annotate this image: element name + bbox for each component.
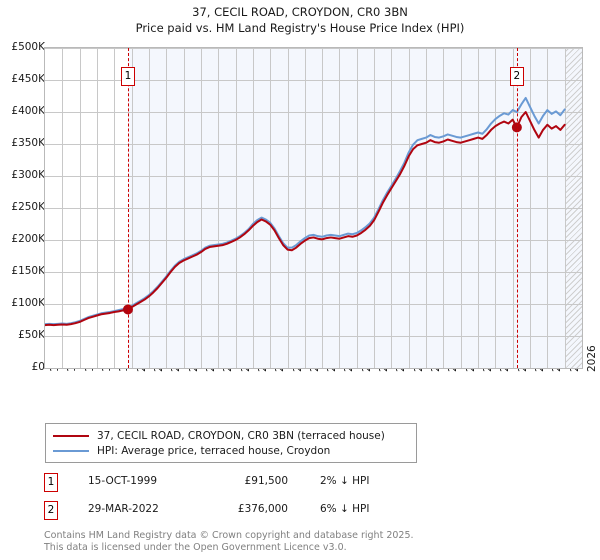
event-marker-2[interactable]: 2 <box>509 67 524 86</box>
table-row[interactable]: 1 15-OCT-1999 £91,500 2% ↓ HPI <box>44 472 464 500</box>
gridline-vertical <box>62 48 63 368</box>
footer-attribution: Contains HM Land Registry data © Crown c… <box>44 530 584 553</box>
gridline-horizontal <box>45 80 582 81</box>
gridline-vertical <box>218 48 219 368</box>
gridline-vertical <box>114 48 115 368</box>
legend-item-property: 37, CECIL ROAD, CROYDON, CR0 3BN (terrac… <box>53 428 409 443</box>
gridline-vertical <box>374 48 375 368</box>
line-hpi-average <box>45 96 566 326</box>
series-lines <box>45 96 566 327</box>
gridline-horizontal <box>45 304 582 305</box>
y-tick-label: £0 <box>31 361 45 373</box>
gridline-vertical <box>443 48 444 368</box>
row-date-2: 29-MAR-2022 <box>88 503 159 515</box>
gridline-vertical <box>184 48 185 368</box>
gridline-vertical <box>478 48 479 368</box>
page-title: 37, CECIL ROAD, CROYDON, CR0 3BN <box>192 5 408 19</box>
gridline-vertical <box>391 48 392 368</box>
gridline-horizontal <box>45 240 582 241</box>
gridline-vertical <box>339 48 340 368</box>
legend-color-swatch-property <box>53 434 89 437</box>
gridline-vertical <box>149 48 150 368</box>
legend-color-swatch-hpi <box>53 449 89 452</box>
transactions-table: 1 15-OCT-1999 £91,500 2% ↓ HPI 2 29-MAR-… <box>44 472 464 528</box>
gridline-vertical <box>166 48 167 368</box>
row-date-1: 15-OCT-1999 <box>88 475 157 487</box>
footer-line-1: Contains HM Land Registry data © Crown c… <box>44 530 414 541</box>
y-tick-label: £250K <box>11 201 45 213</box>
gridline-vertical <box>322 48 323 368</box>
y-tick-label: £500K <box>11 41 45 53</box>
page-subtitle: Price paid vs. HM Land Registry's House … <box>135 21 465 35</box>
gridline-horizontal <box>45 48 582 49</box>
y-tick-label: £350K <box>11 137 45 149</box>
legend-label-property: 37, CECIL ROAD, CROYDON, CR0 3BN (terrac… <box>97 429 385 442</box>
gridline-vertical <box>426 48 427 368</box>
gridline-vertical <box>582 48 583 368</box>
table-row[interactable]: 2 29-MAR-2022 £376,000 6% ↓ HPI <box>44 500 464 528</box>
row-price-2: £376,000 <box>237 503 288 515</box>
y-tick-label: £50K <box>18 329 45 341</box>
gridline-horizontal <box>45 336 582 337</box>
gridline-horizontal <box>45 176 582 177</box>
event-marker-1[interactable]: 1 <box>120 67 135 86</box>
legend-item-hpi: HPI: Average price, terraced house, Croy… <box>53 443 409 458</box>
y-tick-label: £400K <box>11 105 45 117</box>
row-marker-badge-2: 2 <box>44 501 58 520</box>
gridline-vertical <box>305 48 306 368</box>
gridline-horizontal <box>45 144 582 145</box>
title-block: 37, CECIL ROAD, CROYDON, CR0 3BN Price p… <box>0 4 600 36</box>
y-tick-label: £150K <box>11 265 45 277</box>
gridline-horizontal <box>45 208 582 209</box>
gridline-vertical <box>288 48 289 368</box>
plot-area <box>44 47 583 369</box>
gridline-vertical <box>547 48 548 368</box>
gridline-vertical <box>253 48 254 368</box>
gridline-horizontal <box>45 112 582 113</box>
chart-legend: 37, CECIL ROAD, CROYDON, CR0 3BN (terrac… <box>45 423 417 463</box>
y-tick-label: £200K <box>11 233 45 245</box>
line-property-price <box>45 111 566 327</box>
gridline-vertical <box>461 48 462 368</box>
y-tick-label: £100K <box>11 297 45 309</box>
gridline-vertical <box>495 48 496 368</box>
gridline-horizontal <box>45 272 582 273</box>
x-tick-label: 2026 <box>586 345 598 372</box>
row-hpi-delta-1: 2% ↓ HPI <box>320 475 370 487</box>
row-hpi-delta-2: 6% ↓ HPI <box>320 503 370 515</box>
y-tick-label: £450K <box>11 73 45 85</box>
gridline-vertical <box>357 48 358 368</box>
event-line-1 <box>127 48 129 368</box>
gridline-vertical <box>513 48 514 368</box>
gridline-vertical <box>409 48 410 368</box>
gridline-vertical <box>565 48 566 368</box>
legend-label-hpi: HPI: Average price, terraced house, Croy… <box>97 444 331 457</box>
footer-line-2: This data is licensed under the Open Gov… <box>44 541 347 553</box>
gridline-vertical <box>97 48 98 368</box>
gridline-vertical <box>80 48 81 368</box>
gridline-vertical <box>201 48 202 368</box>
row-price-1: £91,500 <box>244 475 288 487</box>
event-line-2 <box>516 48 518 368</box>
gridline-vertical <box>236 48 237 368</box>
gridline-vertical <box>132 48 133 368</box>
gridline-vertical <box>530 48 531 368</box>
row-marker-badge-1: 1 <box>44 473 58 492</box>
y-tick-label: £300K <box>11 169 45 181</box>
gridline-vertical <box>270 48 271 368</box>
